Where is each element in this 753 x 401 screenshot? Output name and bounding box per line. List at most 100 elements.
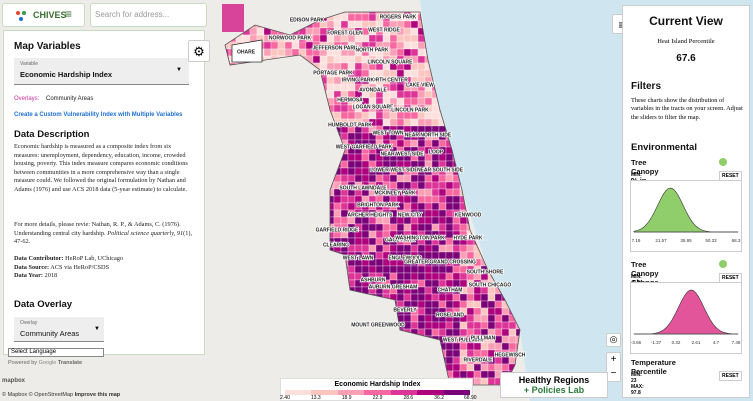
- tract: [452, 195, 461, 204]
- tract: [487, 363, 496, 372]
- tract: [333, 83, 342, 92]
- map-label: NORTH CENTER: [368, 77, 408, 83]
- tract: [431, 118, 440, 127]
- tract: [375, 34, 384, 43]
- tract: [270, 41, 279, 50]
- legend-label: 18.9: [341, 395, 352, 401]
- tract: [445, 293, 454, 302]
- meta-label: Data Source:: [14, 263, 50, 271]
- tract: [396, 97, 405, 106]
- tick-label: 2.61: [692, 340, 701, 345]
- tract: [438, 265, 447, 274]
- tract: [473, 342, 482, 351]
- tract: [452, 265, 461, 274]
- tract: [445, 195, 454, 204]
- map-label: LAKE VIEW: [406, 82, 434, 88]
- legend-swatch: [364, 390, 391, 395]
- tract: [305, 27, 314, 36]
- translate[interactable]: Translate: [57, 360, 83, 366]
- tract: [382, 174, 391, 183]
- tract: [396, 118, 405, 127]
- tract: [410, 293, 419, 302]
- tract: [403, 202, 412, 211]
- map-label: LOGAN SQUARE: [353, 104, 395, 110]
- custom-index-link[interactable]: Create a Custom Vulnerability Index with…: [14, 112, 183, 118]
- language-select[interactable]: Select Language: [8, 348, 104, 357]
- search-box[interactable]: Search for address...: [90, 3, 207, 27]
- tract: [410, 27, 419, 36]
- tract: [375, 111, 384, 120]
- tract: [445, 181, 454, 190]
- tract: [375, 265, 384, 274]
- tract: [333, 195, 342, 204]
- tract: [403, 181, 412, 190]
- legend-swatch: [417, 390, 444, 395]
- tract: [452, 342, 461, 351]
- map-label: ROSELAND: [436, 312, 464, 318]
- tract: [424, 251, 433, 260]
- tract: [438, 195, 447, 204]
- tract: [417, 286, 426, 295]
- map-label: CLEARING: [323, 242, 349, 248]
- settings-button[interactable]: ⚙: [188, 40, 210, 62]
- tract: [396, 34, 405, 43]
- tract: [326, 90, 335, 99]
- tract: [256, 27, 265, 36]
- zoom-controls[interactable]: + −: [606, 352, 621, 382]
- overlays-value: Community Areas: [46, 96, 94, 102]
- tract: [347, 111, 356, 120]
- tract: [445, 342, 454, 351]
- tract: [396, 48, 405, 57]
- tract: [333, 111, 342, 120]
- tract: [452, 349, 461, 358]
- tract: [445, 328, 454, 337]
- locate-button[interactable]: ◎: [606, 333, 621, 347]
- map-label: ASHBURN: [361, 277, 386, 283]
- tract: [410, 118, 419, 127]
- tract: [438, 174, 447, 183]
- legend-swatch: [337, 390, 365, 395]
- tract: [431, 188, 440, 197]
- tract: [424, 139, 433, 148]
- tract: [445, 272, 454, 281]
- logo-box[interactable]: CHIVES ≡: [2, 3, 85, 27]
- tract: [389, 272, 398, 281]
- map-label: OHARE: [237, 49, 256, 55]
- tract: [431, 181, 440, 190]
- tract: [347, 174, 356, 183]
- tract: [319, 27, 328, 36]
- filter-chart: 7.19 21.57 35.95 50.33 68.3: [630, 180, 742, 252]
- tract: [452, 328, 461, 337]
- tract: [417, 118, 426, 127]
- logo-text: CHIVES: [33, 10, 67, 20]
- tract: [452, 251, 461, 260]
- tract: [389, 174, 398, 183]
- tract: [340, 195, 349, 204]
- improve-link[interactable]: Improve this map: [74, 392, 121, 398]
- tract: [431, 279, 440, 288]
- tract: [480, 307, 489, 316]
- tract: [382, 111, 391, 120]
- map-label: ROGERS PARK: [380, 14, 417, 20]
- tract: [466, 314, 475, 323]
- map-label: RIVERDALE: [464, 357, 494, 363]
- tract: [403, 314, 412, 323]
- tract: [347, 153, 356, 162]
- tract: [354, 13, 363, 22]
- tract: [410, 20, 419, 29]
- overlay-select[interactable]: Overlay Community Areas ▼: [14, 317, 104, 342]
- tract: [410, 97, 419, 106]
- legend-label: 36.2: [434, 395, 445, 401]
- tract: [340, 174, 349, 183]
- tract: [494, 335, 503, 344]
- tract: [487, 370, 496, 379]
- tract: [431, 321, 440, 330]
- tract: [389, 181, 398, 190]
- reset-button[interactable]: RESET: [719, 371, 742, 381]
- tract: [403, 48, 412, 57]
- menu-icon[interactable]: ≡: [65, 7, 73, 21]
- variable-select[interactable]: Variable Economic Hardship Index ▼: [14, 58, 189, 85]
- tract: [403, 321, 412, 330]
- tract: [382, 118, 391, 127]
- tract: [473, 321, 482, 330]
